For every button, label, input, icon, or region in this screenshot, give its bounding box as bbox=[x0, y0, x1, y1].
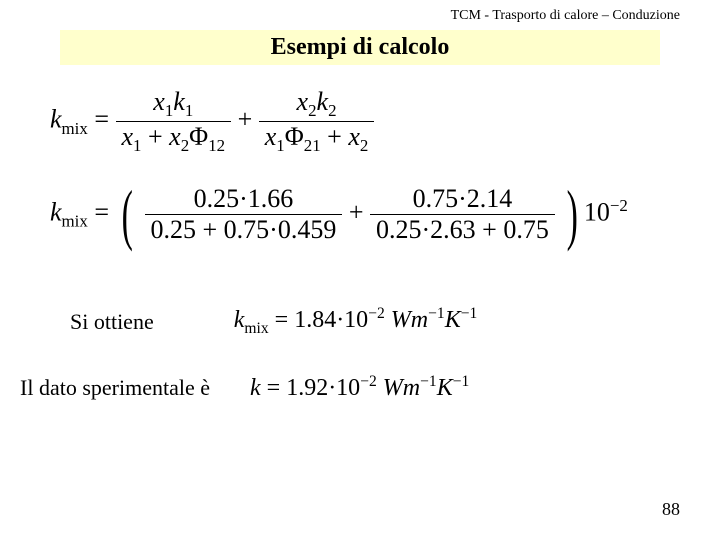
page-number: 88 bbox=[662, 499, 680, 520]
equation-kmix-symbolic: kmix = x1k1 x1 + x2Φ12 + x2k2 x1Φ21 + x2 bbox=[50, 87, 680, 156]
label-si-ottiene: Si ottiene bbox=[70, 309, 154, 335]
result-computed: kmix = 1.84·10−2 Wm−1K−1 bbox=[234, 305, 478, 338]
result-experimental-row: Il dato sperimentale è k = 1.92·10−2 Wm−… bbox=[0, 373, 720, 402]
result-experimental: k = 1.92·10−2 Wm−1K−1 bbox=[250, 373, 469, 402]
result-computed-row: Si ottiene kmix = 1.84·10−2 Wm−1K−1 bbox=[0, 305, 720, 338]
page-header: TCM - Trasporto di calore – Conduzione bbox=[0, 0, 720, 24]
equation-kmix-numeric: kmix = ( 0.25·1.66 0.25 + 0.75·0.459 + 0… bbox=[50, 184, 680, 245]
title-band: Esempi di calcolo bbox=[60, 30, 660, 65]
label-dato-sperimentale: Il dato sperimentale è bbox=[20, 375, 210, 401]
